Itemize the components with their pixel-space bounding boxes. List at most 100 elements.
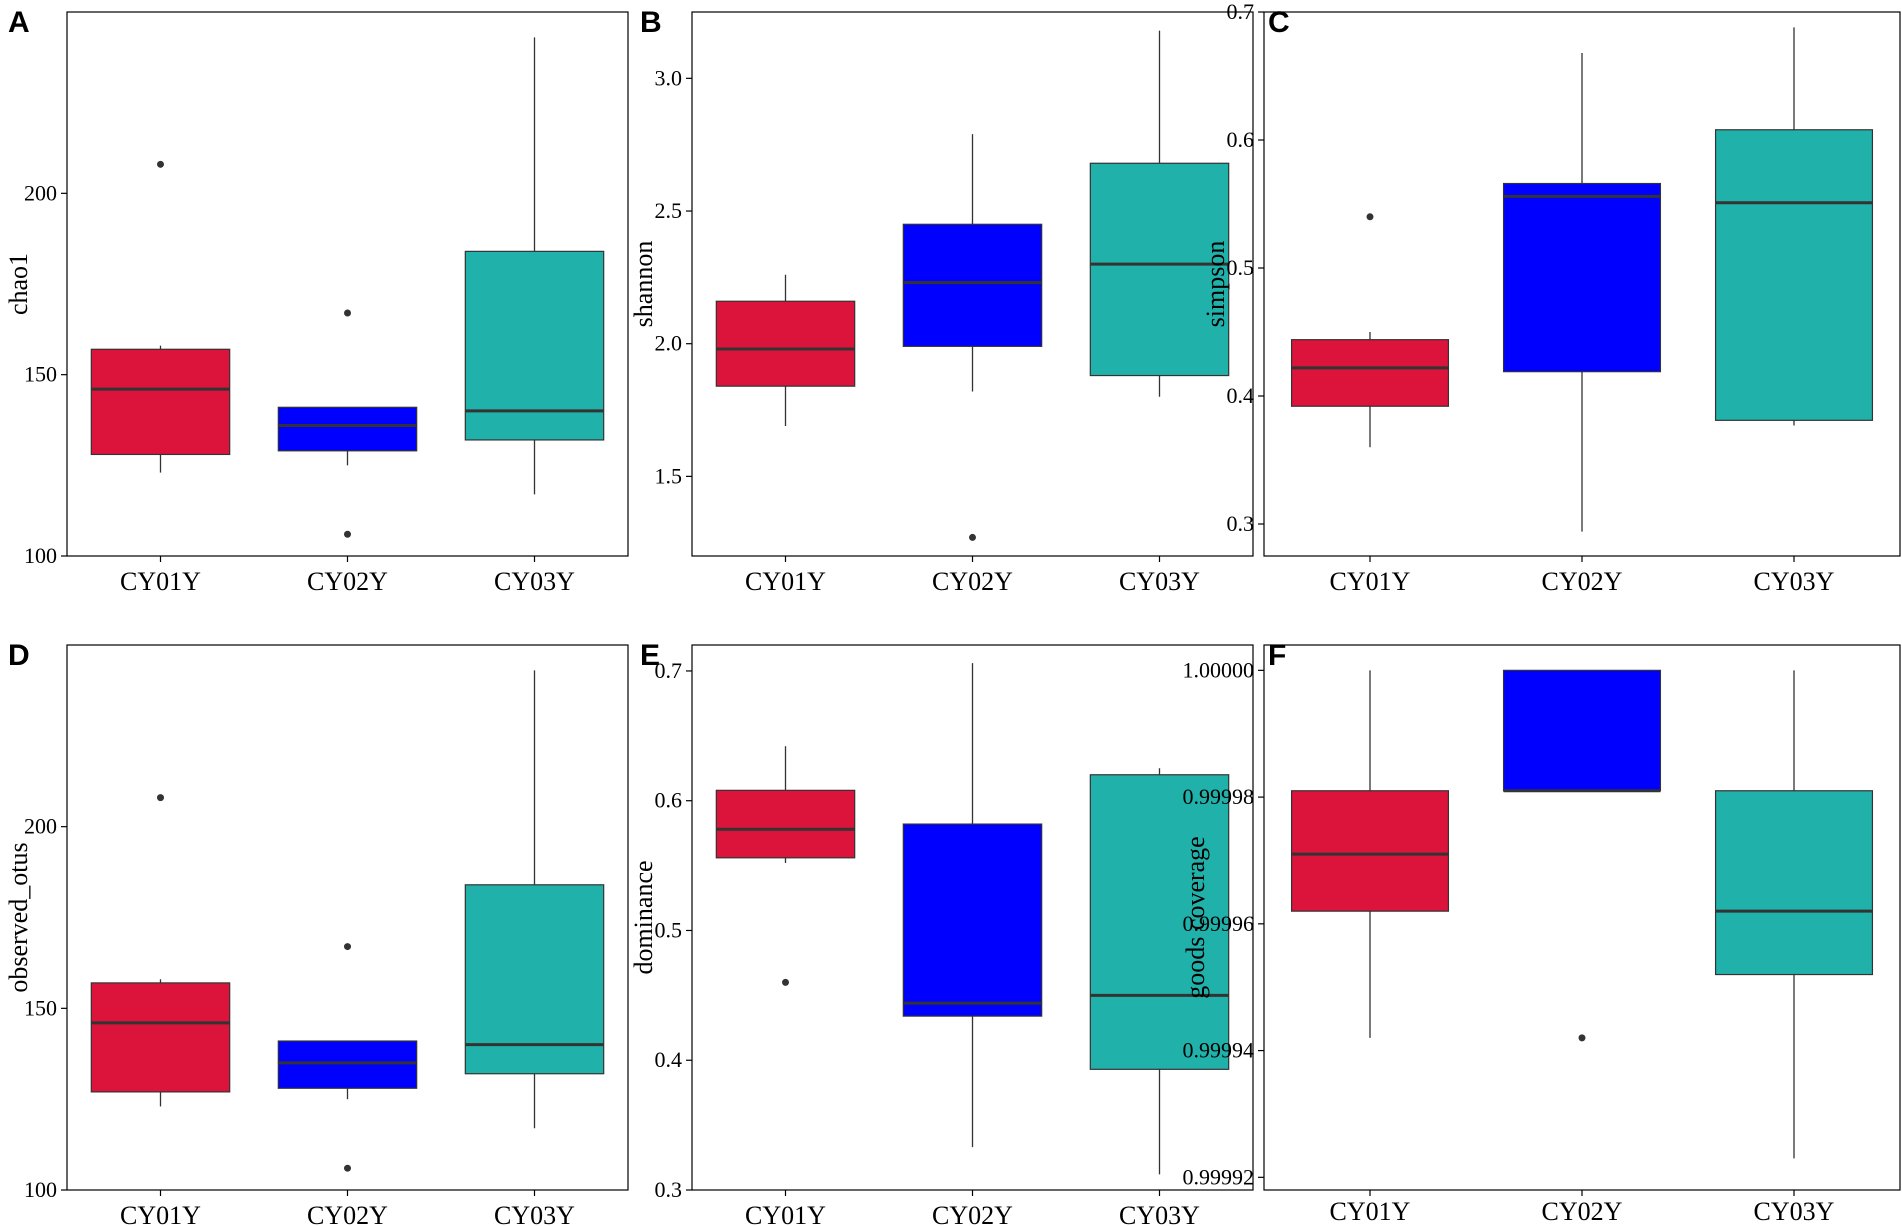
outlier-point xyxy=(344,309,351,317)
outlier-point xyxy=(344,1164,351,1172)
box-cy02y xyxy=(902,663,1043,1148)
y-axis-title: observed_otus xyxy=(4,842,33,992)
x-tick-label: CY01Y xyxy=(120,1201,201,1226)
box-cy03y xyxy=(464,37,605,495)
y-tick-label: 0.99992 xyxy=(1183,1164,1255,1189)
box-body xyxy=(902,223,1043,347)
x-tick-label: CY02Y xyxy=(932,567,1013,596)
box-cy03y xyxy=(1089,30,1230,397)
box-cy02y xyxy=(902,134,1043,541)
y-tick-label: 0.99996 xyxy=(1183,911,1255,936)
box-body xyxy=(715,789,856,859)
y-tick-label: 100 xyxy=(24,543,57,568)
box-body xyxy=(1290,790,1450,912)
box-cy02y xyxy=(1502,669,1662,1042)
box-body xyxy=(1714,790,1874,976)
y-tick-label: 0.5 xyxy=(655,917,683,942)
y-tick-label: 1.5 xyxy=(655,463,683,488)
box-cy02y xyxy=(1502,52,1662,532)
x-tick-label: CY03Y xyxy=(494,567,575,596)
box-cy01y xyxy=(90,160,231,473)
box-body xyxy=(90,348,231,456)
box-body xyxy=(1502,669,1662,792)
box-body xyxy=(1089,774,1230,1070)
x-tick-label: CY03Y xyxy=(494,1201,575,1226)
box-cy01y xyxy=(1290,670,1450,1038)
y-tick-label: 100 xyxy=(24,1177,57,1202)
panel-letter: E xyxy=(640,639,660,672)
y-tick-label: 0.7 xyxy=(1227,0,1255,24)
y-tick-label: 0.3 xyxy=(655,1177,683,1202)
panel-letter: D xyxy=(8,639,30,672)
y-tick-label: 0.4 xyxy=(655,1047,683,1072)
panel-letter: F xyxy=(1268,639,1286,672)
box-body xyxy=(715,300,856,387)
box-body xyxy=(464,250,605,441)
panel-b: B 1.5 2.0 2.5 3.0 shannon CY01Y CY02Y CY03Y xyxy=(629,6,1254,596)
y-tick-label: 0.7 xyxy=(655,658,683,683)
y-axis-title: shannon xyxy=(629,241,658,328)
box-cy03y xyxy=(1089,768,1230,1175)
y-axis-title: chao1 xyxy=(4,253,33,315)
outlier-point xyxy=(157,794,164,802)
y-tick-label: 3.0 xyxy=(655,65,683,90)
y-tick-label: 2.5 xyxy=(655,198,683,223)
y-tick-label: 0.4 xyxy=(1227,383,1255,408)
box-body xyxy=(1502,182,1662,373)
panel-letter: C xyxy=(1268,6,1290,39)
x-tick-label: CY02Y xyxy=(307,567,388,596)
outlier-point xyxy=(782,978,789,986)
box-body xyxy=(277,1040,418,1089)
box-body xyxy=(902,823,1043,1017)
panel-f: F 0.99992 0.99994 0.99996 0.99998 1.00000 good… xyxy=(1181,639,1901,1226)
y-tick-label: 0.99998 xyxy=(1183,784,1255,809)
x-tick-label: CY02Y xyxy=(1542,1197,1623,1226)
x-tick-label: CY02Y xyxy=(307,1201,388,1226)
box-cy03y xyxy=(1714,670,1874,1159)
x-tick-label: CY03Y xyxy=(1119,1201,1200,1226)
x-tick-label: CY01Y xyxy=(745,567,826,596)
box-body xyxy=(1714,129,1874,421)
x-tick-label: CY03Y xyxy=(1754,567,1835,596)
outlier-point xyxy=(157,160,164,168)
y-tick-label: 0.6 xyxy=(655,788,683,813)
y-tick-label: 2.0 xyxy=(655,331,683,356)
y-axis-title: dominance xyxy=(629,860,658,974)
box-body xyxy=(1290,339,1450,407)
y-tick-label: 0.99994 xyxy=(1183,1038,1255,1063)
panel-letter: A xyxy=(8,6,30,39)
outlier-point xyxy=(1366,213,1374,221)
box-cy02y xyxy=(277,309,418,538)
outlier-point xyxy=(344,530,351,538)
y-tick-label: 200 xyxy=(24,180,57,205)
x-tick-label: CY02Y xyxy=(1542,567,1623,596)
y-axis-title: goods coverage xyxy=(1181,836,1210,998)
y-tick-label: 200 xyxy=(24,814,57,839)
box-cy01y xyxy=(1290,213,1450,448)
outlier-point xyxy=(344,943,351,951)
panel-e: E 0.3 0.4 0.5 0.6 0.7 dominance CY01Y CY02Y CY03Y xyxy=(629,639,1254,1226)
box-cy03y xyxy=(464,670,605,1129)
box-cy01y xyxy=(90,794,231,1107)
y-tick-label: 0.3 xyxy=(1227,511,1255,536)
y-tick-label: 1.00000 xyxy=(1183,657,1255,682)
x-tick-label: CY03Y xyxy=(1754,1197,1835,1226)
x-tick-label: CY01Y xyxy=(1330,567,1411,596)
y-tick-label: 0.5 xyxy=(1227,255,1255,280)
outlier-point xyxy=(1578,1034,1586,1042)
x-tick-label: CY01Y xyxy=(745,1201,826,1226)
y-tick-label: 150 xyxy=(24,995,57,1020)
x-tick-label: CY02Y xyxy=(932,1201,1013,1226)
panel-a: A 100 150 200 chao1 CY01Y CY02Y CY03Y xyxy=(4,6,629,596)
panel-letter: B xyxy=(640,6,662,39)
x-tick-label: CY01Y xyxy=(120,567,201,596)
box-cy01y xyxy=(715,746,856,986)
y-axis-title: simpson xyxy=(1201,241,1230,328)
x-tick-label: CY03Y xyxy=(1119,567,1200,596)
box-body xyxy=(464,884,605,1075)
panel-c: C 0.3 0.4 0.5 0.6 0.7 simpson CY01Y CY02Y CY03Y xyxy=(1201,0,1901,596)
x-tick-label: CY01Y xyxy=(1330,1197,1411,1226)
y-tick-label: 0.6 xyxy=(1227,127,1255,152)
box-body xyxy=(90,982,231,1093)
